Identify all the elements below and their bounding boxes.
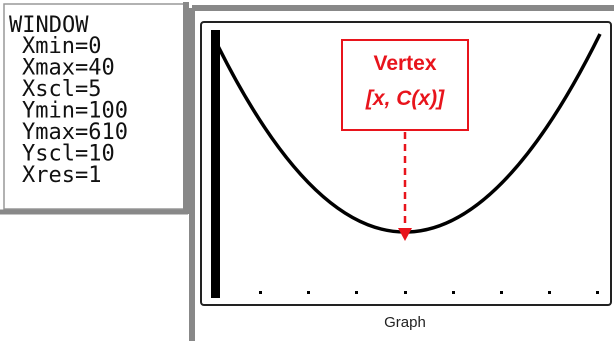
annotation-subtitle: [x, C(x)] (365, 87, 445, 110)
annotation-title: Vertex (373, 52, 436, 75)
graph-label: Graph (384, 314, 426, 331)
window-setting: Xres=1 (22, 163, 101, 188)
y-axis (211, 30, 220, 298)
screenshot: Vertex [x, C(x)] Graph WINDOW Xmin=0Xmax… (0, 0, 614, 341)
window-settings: Xmin=0Xmax=40Xscl=5Ymin=100Ymax=610Yscl=… (22, 34, 128, 188)
page: Vertex [x, C(x)] Graph WINDOW Xmin=0Xmax… (0, 0, 614, 341)
